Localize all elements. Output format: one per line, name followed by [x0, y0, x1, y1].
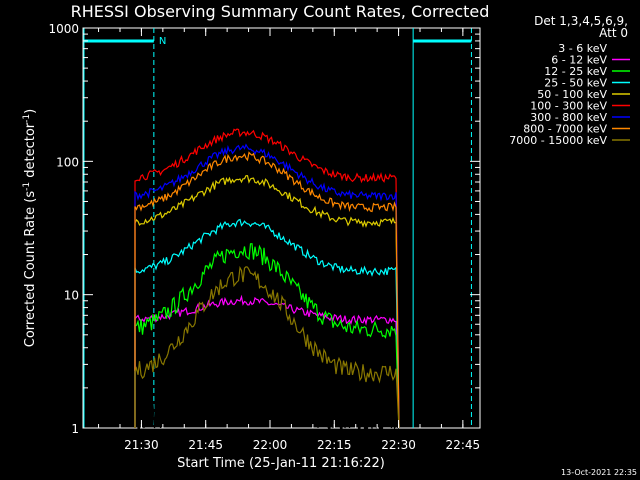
x-tick-label: 22:15	[317, 438, 352, 452]
x-axis-label: Start Time (25-Jan-11 21:16:22)	[177, 456, 385, 471]
series-line-8	[134, 151, 400, 429]
legend-label-6: 100 - 300 keV	[530, 100, 607, 113]
x-axis-ticks: 21:30 21:45 22:00 22:15 22:30 22:45	[98, 28, 481, 452]
x-tick-label: 22:00	[253, 438, 288, 452]
legend-label-2: 6 - 12 keV	[551, 54, 607, 67]
y-axis-ticks: 1 10 100 1000	[48, 22, 480, 436]
x-tick-label: 21:30	[124, 438, 159, 452]
flag-label-n: N	[159, 36, 166, 47]
legend-label-4: 25 - 50 keV	[544, 77, 607, 90]
y-axis-label: Corrected Count Rate (s-1 detector-1)	[22, 109, 38, 347]
y-tick-label: 100	[56, 155, 79, 169]
series-line-3	[134, 243, 400, 429]
series-lines	[134, 128, 400, 430]
series-line-4	[134, 218, 400, 429]
x-tick-label: 22:30	[381, 438, 416, 452]
x-tick-label: 22:45	[446, 438, 481, 452]
legend-label-8: 800 - 7000 keV	[523, 123, 607, 136]
legend-label-9: 7000 - 15000 keV	[509, 134, 607, 147]
series-line-9	[134, 265, 400, 429]
plot-frame	[82, 27, 481, 429]
legend-header-line2: Att 0	[599, 26, 628, 40]
legend-label-1: 3 - 6 keV	[558, 42, 607, 55]
legend-label-5: 50 - 100 keV	[537, 88, 607, 101]
series-line-7	[134, 143, 400, 429]
legend-header-line1: Det 1,3,4,5,6,9,	[534, 14, 628, 28]
series-line-6	[134, 128, 400, 429]
x-tick-label: 21:45	[188, 438, 223, 452]
series-line-1	[134, 303, 400, 430]
series-line-5	[134, 175, 400, 429]
night-markers	[83, 28, 472, 428]
footer-timestamp: 13-Oct-2021 22:35	[561, 468, 637, 477]
y-tick-label: 1	[71, 422, 79, 436]
y-tick-label: 1000	[48, 22, 79, 36]
legend-label-3: 12 - 25 keV	[544, 65, 607, 78]
y-tick-label: 10	[64, 289, 79, 303]
legend-label-7: 300 - 800 keV	[530, 111, 607, 124]
chart-title: RHESSI Observing Summary Count Rates, Co…	[71, 2, 490, 21]
